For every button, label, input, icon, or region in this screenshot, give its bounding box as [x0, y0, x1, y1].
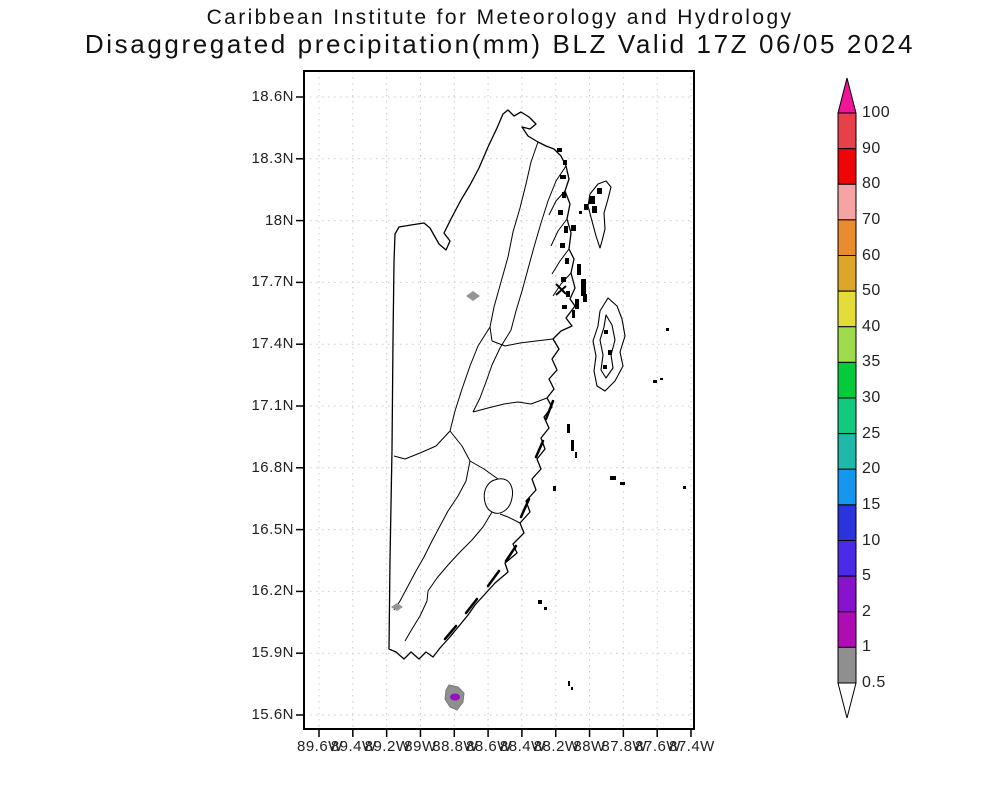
- colorbar-label: 80: [862, 175, 881, 193]
- colorbar-segment: [837, 433, 857, 470]
- x-axis-label: 87.8W: [601, 738, 648, 755]
- x-axis-label: 88.8W: [432, 738, 479, 755]
- x-axis-label: 89.4W: [330, 738, 377, 755]
- colorbar-label: 90: [862, 139, 881, 157]
- colorbar-label: 25: [862, 424, 881, 442]
- x-axis-label: 88W: [573, 738, 606, 755]
- barrier-islands: [443, 399, 555, 641]
- small-islets: [538, 188, 686, 690]
- y-axis-label: 18N: [264, 211, 294, 229]
- grid-layer: [304, 71, 694, 729]
- colorbar-segment: [837, 540, 857, 577]
- colorbar-label: 35: [862, 353, 881, 371]
- colorbar-label: 70: [862, 210, 881, 228]
- y-axis-label: 17.7N: [251, 273, 294, 291]
- district-boundaries: [393, 141, 572, 642]
- y-axis-label: 15.6N: [251, 706, 294, 723]
- colorbar-segment: [837, 290, 857, 328]
- x-axis-label: 88.2W: [533, 738, 580, 755]
- colorbar-upper-arrow: [837, 77, 857, 114]
- colorbar-label: 20: [862, 460, 881, 478]
- colorbar-label: 15: [862, 495, 881, 513]
- colorbar: [837, 77, 857, 719]
- colorbar-segment: [837, 646, 857, 684]
- colorbar-segment: [837, 504, 857, 541]
- colorbar-segment: [837, 468, 857, 506]
- precip-spot-west: [391, 603, 403, 611]
- belize-coastline: [388, 109, 576, 660]
- y-axis-label: 17.4N: [251, 335, 294, 353]
- y-axis-label: 18.6N: [251, 88, 294, 105]
- colorbar-label: 2: [862, 602, 872, 620]
- x-axis-label: 87.4W: [668, 738, 715, 755]
- y-axis-label: 15.9N: [251, 644, 294, 662]
- colorbar-label: 50: [862, 282, 881, 300]
- y-axis-label: 16.5N: [251, 520, 294, 538]
- x-axis-label: 87.6W: [635, 738, 682, 755]
- colorbar-segment: [837, 255, 857, 292]
- x-axis-label: 89.6W: [297, 738, 343, 755]
- colorbar-lower-arrow: [837, 682, 857, 719]
- y-axis-label: 16.8N: [251, 458, 294, 476]
- coast-cross-mark: [555, 283, 567, 296]
- colorbar-label: 1: [862, 638, 872, 656]
- x-axis-label: 89W: [404, 738, 437, 755]
- colorbar-segment: [837, 148, 857, 185]
- colorbar-segment: [837, 361, 857, 399]
- precip-spot-north: [466, 291, 480, 301]
- precip-spot-south-blob: [444, 684, 465, 711]
- x-axis-label: 89.2W: [364, 738, 411, 755]
- tick-layer: [296, 96, 692, 737]
- x-axis-label: 88.6W: [466, 738, 512, 755]
- colorbar-label: 10: [862, 531, 881, 549]
- colorbar-label: 5: [862, 567, 872, 585]
- offshore-cayes: [587, 180, 626, 392]
- colorbar-segment: [837, 397, 857, 435]
- colorbar-label: 100: [862, 104, 891, 121]
- colorbar-segment: [837, 219, 857, 256]
- plot-title: Disaggregated precipitation(mm) BLZ Vali…: [84, 29, 916, 59]
- colorbar-segment: [837, 183, 857, 221]
- y-axis-label: 16.2N: [251, 582, 294, 600]
- colorbar-segment: [837, 112, 857, 150]
- colorbar-label: 40: [862, 317, 881, 335]
- colorbar-segment: [837, 575, 857, 613]
- y-axis-label: 18.3N: [251, 149, 294, 167]
- x-axis-label: 88.4W: [499, 738, 546, 755]
- colorbar-segment: [837, 326, 857, 363]
- colorbar-label: 0.5: [862, 674, 886, 691]
- plot-border: [303, 70, 695, 730]
- colorbar-label: 60: [862, 246, 881, 264]
- colorbar-segment: [837, 611, 857, 648]
- institution-title: Caribbean Institute for Meteorology and …: [206, 6, 794, 29]
- coast-lagoon-texture: [557, 148, 570, 309]
- y-axis-label: 17.1N: [251, 397, 294, 414]
- colorbar-label: 30: [862, 389, 881, 406]
